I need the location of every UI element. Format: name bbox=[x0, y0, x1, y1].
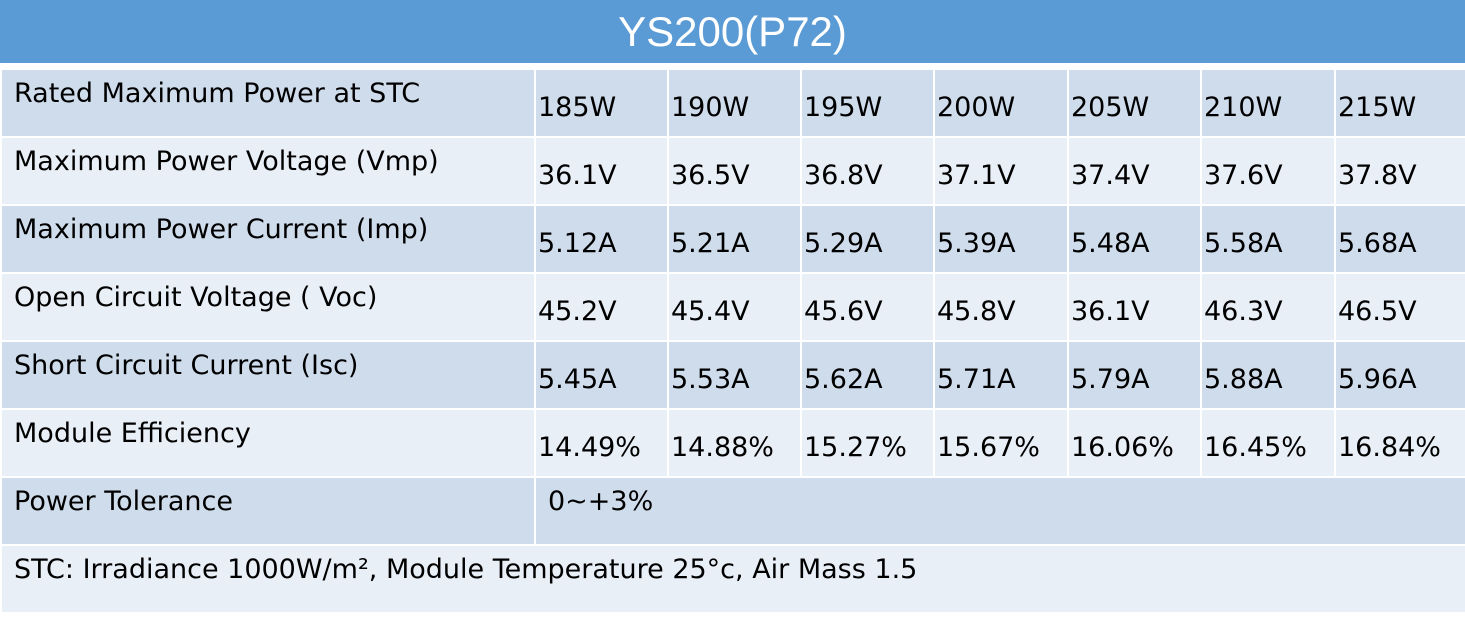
table-cell: 36.5V bbox=[667, 136, 802, 206]
table-row: Module Efficiency 14.49% 14.88% 15.27% 1… bbox=[0, 408, 1465, 478]
table-cell: 46.3V bbox=[1200, 272, 1336, 342]
table-cell: 16.45% bbox=[1200, 408, 1336, 478]
row-label: Short Circuit Current (Isc) bbox=[0, 340, 536, 410]
table-cell: 5.68A bbox=[1334, 204, 1465, 274]
table-row: Rated Maximum Power at STC 185W 190W 195… bbox=[0, 68, 1465, 138]
tolerance-label: Power Tolerance bbox=[0, 476, 536, 546]
table-cell: 14.88% bbox=[667, 408, 802, 478]
spec-table: Rated Maximum Power at STC 185W 190W 195… bbox=[0, 68, 1465, 614]
table-cell: 5.79A bbox=[1067, 340, 1202, 410]
table-cell: 45.8V bbox=[933, 272, 1069, 342]
table-cell: 16.06% bbox=[1067, 408, 1202, 478]
table-cell: 5.53A bbox=[667, 340, 802, 410]
table-cell: 36.1V bbox=[1067, 272, 1202, 342]
table-cell: 200W bbox=[933, 68, 1069, 138]
table-cell: 36.1V bbox=[534, 136, 669, 206]
table-cell: 15.27% bbox=[800, 408, 935, 478]
tolerance-row: Power Tolerance 0~+3% bbox=[0, 476, 1465, 546]
table-cell: 16.84% bbox=[1334, 408, 1465, 478]
table-cell: 46.5V bbox=[1334, 272, 1465, 342]
spec-table-body: Rated Maximum Power at STC 185W 190W 195… bbox=[0, 68, 1465, 614]
table-title: YS200(P72) bbox=[0, 0, 1465, 66]
table-row: Maximum Power Voltage (Vmp) 36.1V 36.5V … bbox=[0, 136, 1465, 206]
table-cell: 190W bbox=[667, 68, 802, 138]
table-cell: 215W bbox=[1334, 68, 1465, 138]
table-cell: 5.45A bbox=[534, 340, 669, 410]
table-cell: 195W bbox=[800, 68, 935, 138]
table-row: Maximum Power Current (Imp) 5.12A 5.21A … bbox=[0, 204, 1465, 274]
table-cell: 5.39A bbox=[933, 204, 1069, 274]
table-cell: 15.67% bbox=[933, 408, 1069, 478]
table-row: Short Circuit Current (Isc) 5.45A 5.53A … bbox=[0, 340, 1465, 410]
table-cell: 5.29A bbox=[800, 204, 935, 274]
table-cell: 5.88A bbox=[1200, 340, 1336, 410]
table-cell: 37.8V bbox=[1334, 136, 1465, 206]
table-cell: 5.21A bbox=[667, 204, 802, 274]
table-cell: 205W bbox=[1067, 68, 1202, 138]
table-cell: 210W bbox=[1200, 68, 1336, 138]
table-cell: 45.4V bbox=[667, 272, 802, 342]
table-row: Open Circuit Voltage ( Voc) 45.2V 45.4V … bbox=[0, 272, 1465, 342]
row-label: Maximum Power Voltage (Vmp) bbox=[0, 136, 536, 206]
table-cell: 36.8V bbox=[800, 136, 935, 206]
note-row: STC: Irradiance 1000W/m², Module Tempera… bbox=[0, 544, 1465, 614]
table-cell: 37.4V bbox=[1067, 136, 1202, 206]
row-label: Open Circuit Voltage ( Voc) bbox=[0, 272, 536, 342]
table-cell: 5.96A bbox=[1334, 340, 1465, 410]
tolerance-value: 0~+3% bbox=[534, 476, 1465, 546]
table-cell: 37.1V bbox=[933, 136, 1069, 206]
row-label: Rated Maximum Power at STC bbox=[0, 68, 536, 138]
table-cell: 45.2V bbox=[534, 272, 669, 342]
table-cell: 185W bbox=[534, 68, 669, 138]
table-cell: 5.12A bbox=[534, 204, 669, 274]
table-cell: 37.6V bbox=[1200, 136, 1336, 206]
table-cell: 5.62A bbox=[800, 340, 935, 410]
table-cell: 45.6V bbox=[800, 272, 935, 342]
table-cell: 14.49% bbox=[534, 408, 669, 478]
table-cell: 5.71A bbox=[933, 340, 1069, 410]
row-label: Maximum Power Current (Imp) bbox=[0, 204, 536, 274]
stc-note: STC: Irradiance 1000W/m², Module Tempera… bbox=[0, 544, 1465, 614]
table-cell: 5.48A bbox=[1067, 204, 1202, 274]
table-cell: 5.58A bbox=[1200, 204, 1336, 274]
row-label: Module Efficiency bbox=[0, 408, 536, 478]
